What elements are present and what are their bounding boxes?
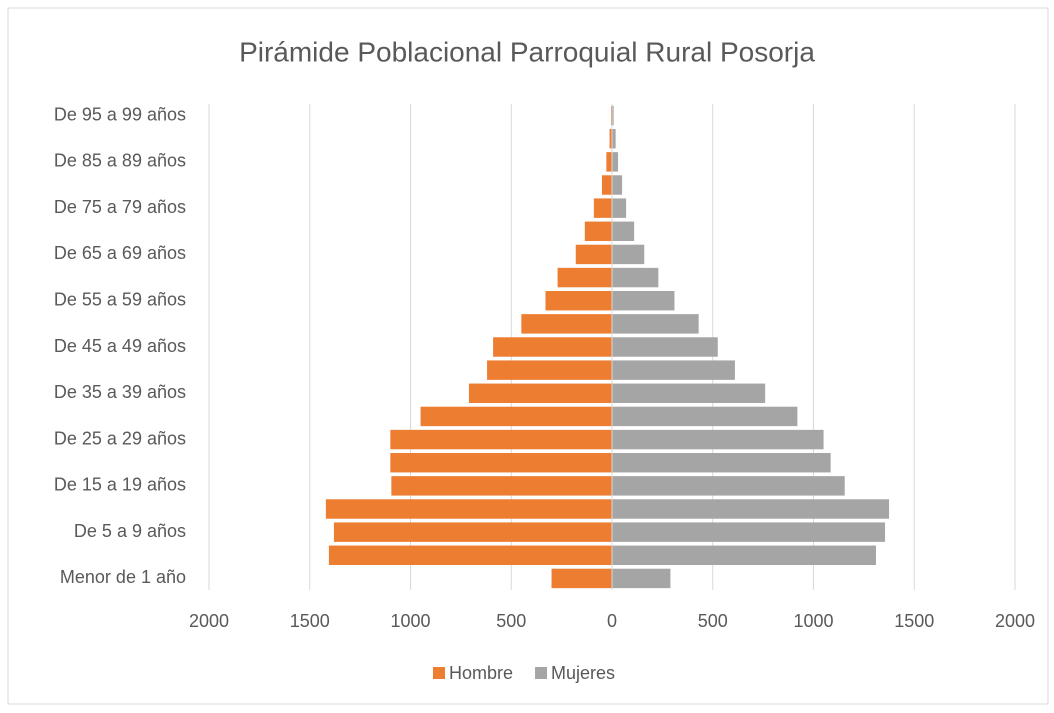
y-tick-label: De 55 a 59 años <box>54 289 186 309</box>
y-tick-label: De 65 a 69 años <box>54 243 186 263</box>
y-tick-label: De 5 a 9 años <box>74 521 186 541</box>
bar <box>390 429 612 450</box>
x-tick-label: 500 <box>496 611 526 631</box>
bar <box>612 360 735 380</box>
bar <box>612 568 671 589</box>
y-tick-label: De 75 a 79 años <box>54 197 186 217</box>
x-tick-label: 0 <box>607 611 617 631</box>
bar <box>606 152 612 172</box>
bar <box>584 221 612 242</box>
x-tick-label: 1000 <box>793 611 833 631</box>
bar <box>609 128 612 149</box>
legend-swatch <box>535 667 548 679</box>
bar <box>420 406 612 427</box>
bar <box>612 152 619 172</box>
bar <box>601 175 612 195</box>
legend-label: Mujeres <box>551 663 615 683</box>
legend-label: Hombre <box>449 663 513 683</box>
bar <box>612 175 623 195</box>
y-tick-label: De 35 a 39 años <box>54 382 186 402</box>
bar <box>612 383 766 404</box>
bar <box>612 198 627 218</box>
bar <box>551 568 612 589</box>
bar <box>521 314 612 334</box>
bar <box>545 290 612 311</box>
bar <box>612 337 718 357</box>
bar <box>325 499 612 519</box>
y-tick-label: De 25 a 29 años <box>54 428 186 448</box>
bar <box>612 314 699 334</box>
bar <box>557 267 612 288</box>
bar <box>612 476 845 496</box>
x-tick-label: 2000 <box>995 611 1035 631</box>
bar <box>612 221 635 242</box>
bar <box>612 290 675 311</box>
bar <box>612 267 659 288</box>
bar <box>610 105 612 126</box>
chart-title: Pirámide Poblacional Parroquial Rural Po… <box>239 36 815 67</box>
x-tick-label: 500 <box>698 611 728 631</box>
bar <box>612 406 798 427</box>
y-tick-label: De 95 a 99 años <box>54 104 186 124</box>
x-tick-label: 1500 <box>290 611 330 631</box>
bar <box>612 499 890 519</box>
bar <box>333 522 612 542</box>
bar <box>612 128 616 149</box>
bar <box>612 244 645 265</box>
bar <box>612 105 614 126</box>
bar <box>493 337 612 357</box>
y-tick-label: De 85 a 89 años <box>54 151 186 171</box>
y-tick-label: De 45 a 49 años <box>54 336 186 356</box>
bar <box>612 452 831 473</box>
bar <box>612 429 824 450</box>
bar <box>575 244 612 265</box>
bar <box>612 522 886 542</box>
bar <box>390 452 612 473</box>
bar <box>468 383 612 404</box>
bar <box>612 545 876 566</box>
x-tick-label: 1500 <box>894 611 934 631</box>
y-tick-label: De 15 a 19 años <box>54 475 186 495</box>
y-tick-label: Menor de 1 año <box>60 567 186 587</box>
bar <box>487 360 612 380</box>
bar <box>328 545 612 566</box>
legend-swatch <box>433 667 445 679</box>
bar <box>391 476 612 496</box>
x-tick-label: 2000 <box>189 611 229 631</box>
x-tick-label: 1000 <box>390 611 430 631</box>
bar <box>593 198 612 218</box>
